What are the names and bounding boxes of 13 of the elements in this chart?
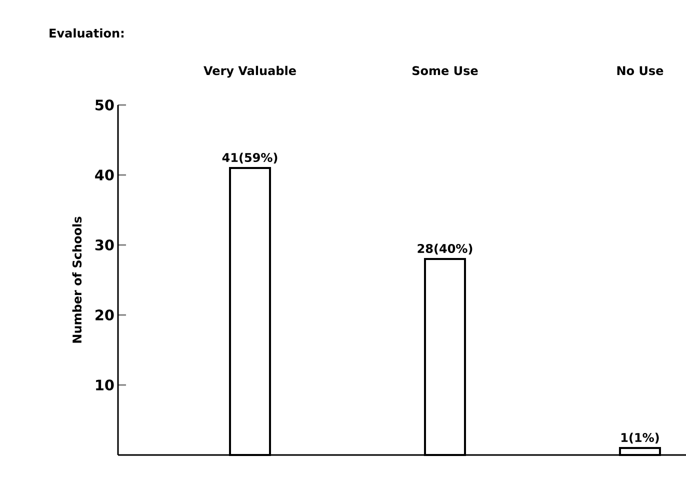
y-tick-label: 30	[95, 240, 114, 250]
y-tick-label: 20	[96, 310, 114, 320]
y-tick-label: 10	[96, 380, 114, 390]
y-tick-label: 50	[96, 100, 114, 110]
y-axis-title: Number of Schools	[72, 216, 82, 343]
x-tick-label: Very Valuable	[204, 66, 296, 78]
data-label: 41(59%)	[222, 152, 278, 164]
x-tick-label: Some Use	[412, 66, 478, 76]
y-tick-label: 40	[95, 170, 114, 180]
x-tick-label: No Use	[617, 66, 664, 76]
data-label: 28(40%)	[418, 244, 472, 254]
chart-title: Evaluation:	[50, 28, 124, 38]
data-label: 1(1%)	[621, 432, 659, 444]
